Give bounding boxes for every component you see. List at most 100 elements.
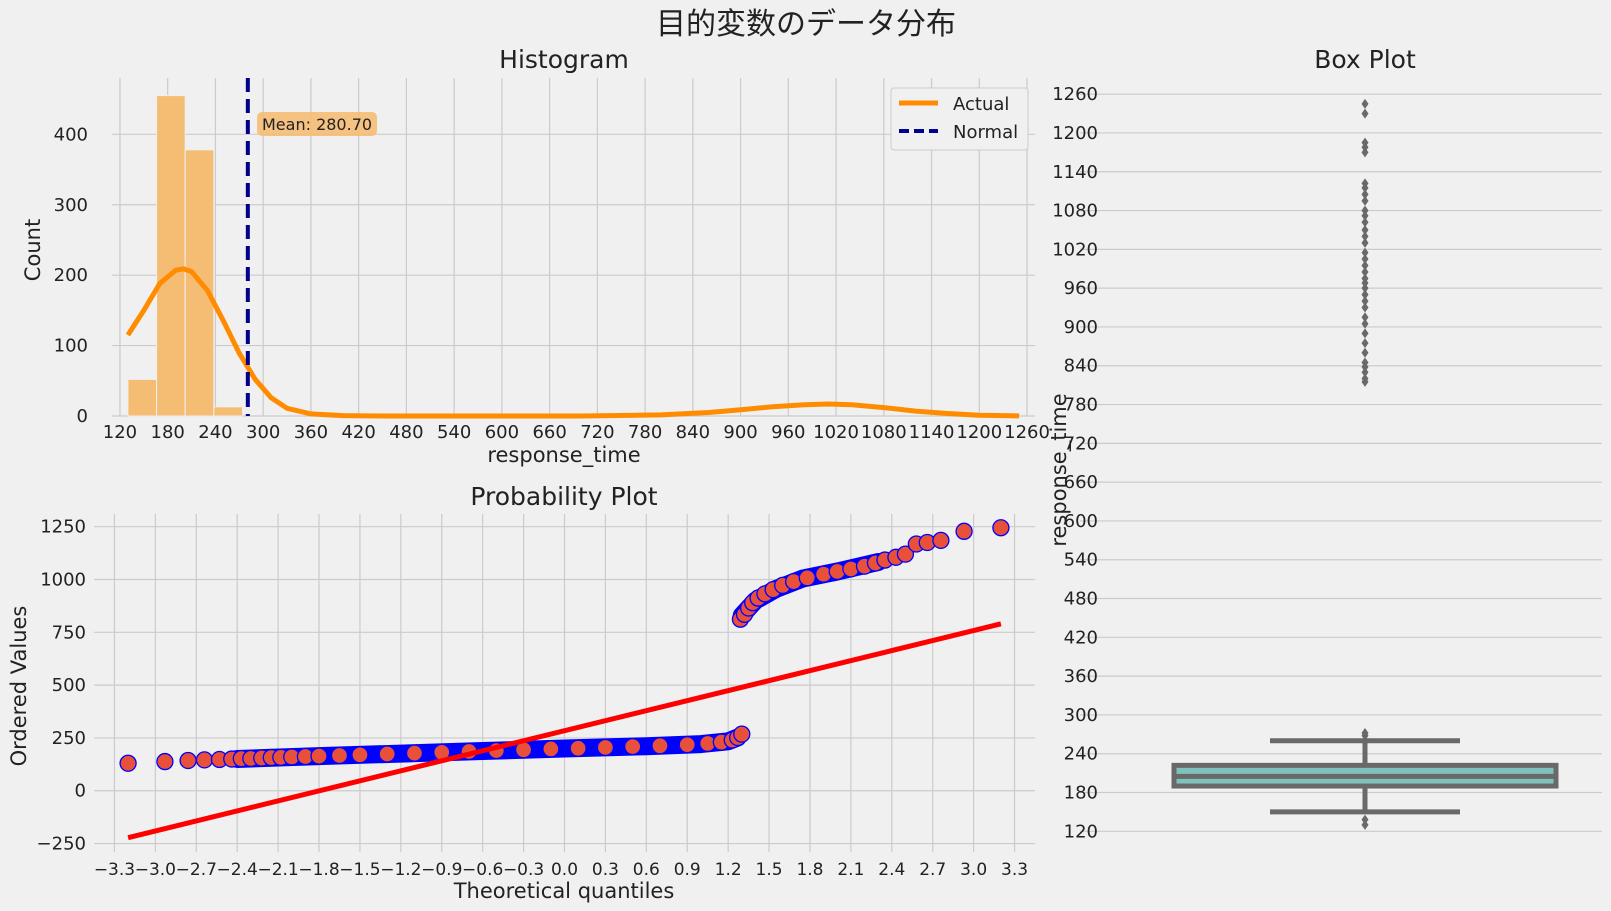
legend-actual-label: Actual xyxy=(953,94,1009,115)
boxplot-outlier xyxy=(1361,254,1369,265)
probability-x-tick-label: 2.4 xyxy=(878,860,905,880)
probability-point xyxy=(179,751,197,770)
probability-point xyxy=(798,569,816,587)
boxplot-y-tick-label: 1260 xyxy=(1052,84,1098,105)
boxplot-outlier xyxy=(1361,357,1369,368)
histogram-x-tick-label: 240 xyxy=(198,422,232,443)
probability-y-tick-label: 1000 xyxy=(40,569,86,590)
mean-annotation-text: Mean: 280.70 xyxy=(262,115,372,134)
probability-x-tick-label: −2.7 xyxy=(176,860,217,880)
probability-point xyxy=(119,754,137,772)
boxplot-outlier xyxy=(1361,283,1369,294)
boxplot-y-tick-label: 240 xyxy=(1064,744,1098,765)
mean-annotation-box xyxy=(257,112,377,136)
boxplot-outlier xyxy=(1361,260,1369,271)
boxplot-y-tick-label: 1140 xyxy=(1052,162,1098,183)
boxplot-y-tick-label: 300 xyxy=(1064,705,1098,726)
histogram-mean-annotation: Mean: 280.70 xyxy=(257,112,377,136)
probability-y-tick-label: 500 xyxy=(52,675,86,696)
histogram-x-ticks: 120 180 240 300 360 420 480 540 600 660 720 780 840 9… xyxy=(103,422,1050,443)
probability-x-tick-label: −3.3 xyxy=(94,860,135,880)
boxplot-outlier xyxy=(1361,266,1369,277)
histogram-x-tick-label: 1140 xyxy=(909,422,955,443)
probability-point xyxy=(378,745,396,763)
histogram-x-tick-label: 360 xyxy=(294,422,328,443)
histogram-bars xyxy=(127,95,243,417)
boxplot-outlier xyxy=(1361,373,1369,384)
probability-x-tick-label: −2.4 xyxy=(217,860,258,880)
histogram-x-tick-label: 540 xyxy=(437,422,471,443)
boxplot-y-tick-label: 360 xyxy=(1064,666,1098,687)
boxplot-y-tick-label: 1080 xyxy=(1052,201,1098,222)
probability-x-tick-label: 2.7 xyxy=(919,860,946,880)
probability-x-tick-label: −1.5 xyxy=(339,860,380,880)
boxplot-outlier xyxy=(1361,137,1369,148)
boxplot-outlier xyxy=(1361,195,1369,206)
probability-point xyxy=(651,737,669,755)
probability-x-label: Theoretical quantiles xyxy=(453,879,675,903)
boxplot-outliers xyxy=(1361,98,1369,830)
probability-point xyxy=(405,744,424,762)
boxplot-outlier xyxy=(1361,205,1369,216)
histogram-bar xyxy=(127,378,158,417)
boxplot-outlier xyxy=(1361,728,1369,739)
boxplot-y-label: response_time xyxy=(1047,393,1072,546)
probability-x-tick-label: 0.3 xyxy=(592,860,619,880)
probability-panel: Probability Plot −3.3 −3.0 −2.7 −2.4 −2.1 −1.… xyxy=(7,482,1035,903)
boxplot-outlier xyxy=(1361,328,1369,339)
probability-point xyxy=(955,522,973,540)
boxplot-y-tick-label: 1200 xyxy=(1052,123,1098,144)
boxplot-title: Box Plot xyxy=(1314,45,1416,74)
probability-x-tick-label: 0.9 xyxy=(674,860,701,880)
boxplot-outlier xyxy=(1361,178,1369,189)
probability-x-tick-label: 0.0 xyxy=(551,860,578,880)
boxplot-outlier xyxy=(1361,338,1369,349)
histogram-y-tick-label: 200 xyxy=(54,265,88,286)
figure-suptitle: 目的変数のデータ分布 xyxy=(656,7,956,42)
histogram-x-tick-label: 1260 xyxy=(1004,422,1050,443)
boxplot-y-tick-label: 1020 xyxy=(1052,239,1098,260)
histogram-y-tick-label: 0 xyxy=(77,406,88,427)
histogram-panel: Histogram Mean: 280.70 120 180 240 300 360 42… xyxy=(21,45,1050,468)
histogram-bar xyxy=(213,406,243,417)
histogram-x-tick-label: 720 xyxy=(580,422,614,443)
probability-point xyxy=(569,739,587,757)
histogram-x-tick-label: 780 xyxy=(628,422,662,443)
probability-point xyxy=(195,751,214,769)
boxplot-grid xyxy=(1080,93,1602,832)
boxplot-outlier xyxy=(1361,210,1369,221)
boxplot-y-tick-label: 540 xyxy=(1064,550,1098,571)
histogram-y-ticks: 0 100 200 300 400 xyxy=(54,124,88,427)
probability-x-tick-label: 1.8 xyxy=(796,860,823,880)
boxplot-outlier xyxy=(1361,224,1369,235)
boxplot-outlier xyxy=(1361,237,1369,248)
probability-point xyxy=(330,746,349,765)
boxplot-y-tick-label: 120 xyxy=(1064,821,1098,842)
histogram-legend: Actual Normal xyxy=(890,87,1029,151)
probability-x-tick-label: −0.9 xyxy=(421,860,462,880)
boxplot-outlier xyxy=(1361,108,1369,119)
boxplot-outlier xyxy=(1361,147,1369,158)
probability-point xyxy=(733,725,751,743)
probability-x-tick-label: −0.6 xyxy=(462,860,503,880)
boxplot-panel: Box Plot 120 180 240 300 360 420 480 540 600 660 7… xyxy=(1047,45,1602,842)
probability-y-tick-label: 0 xyxy=(75,781,86,802)
probability-title: Probability Plot xyxy=(470,482,657,511)
boxplot-y-tick-label: 900 xyxy=(1064,317,1098,338)
histogram-x-tick-label: 480 xyxy=(389,422,423,443)
probability-x-tick-label: 3.0 xyxy=(960,860,987,880)
boxplot-y-tick-label: 840 xyxy=(1064,356,1098,377)
probability-x-tick-label: 1.2 xyxy=(715,860,742,880)
histogram-x-tick-label: 180 xyxy=(151,422,185,443)
boxplot-outlier xyxy=(1361,231,1369,242)
histogram-x-tick-label: 300 xyxy=(246,422,280,443)
boxplot-y-tick-label: 420 xyxy=(1064,627,1098,648)
boxplot-outlier xyxy=(1361,189,1369,200)
boxplot-outlier xyxy=(1361,819,1369,830)
boxplot-outlier xyxy=(1361,814,1369,825)
boxplot-outlier xyxy=(1361,273,1369,284)
histogram-kde-line xyxy=(125,266,1020,419)
probability-point xyxy=(542,740,560,758)
histogram-x-tick-label: 1020 xyxy=(813,422,859,443)
